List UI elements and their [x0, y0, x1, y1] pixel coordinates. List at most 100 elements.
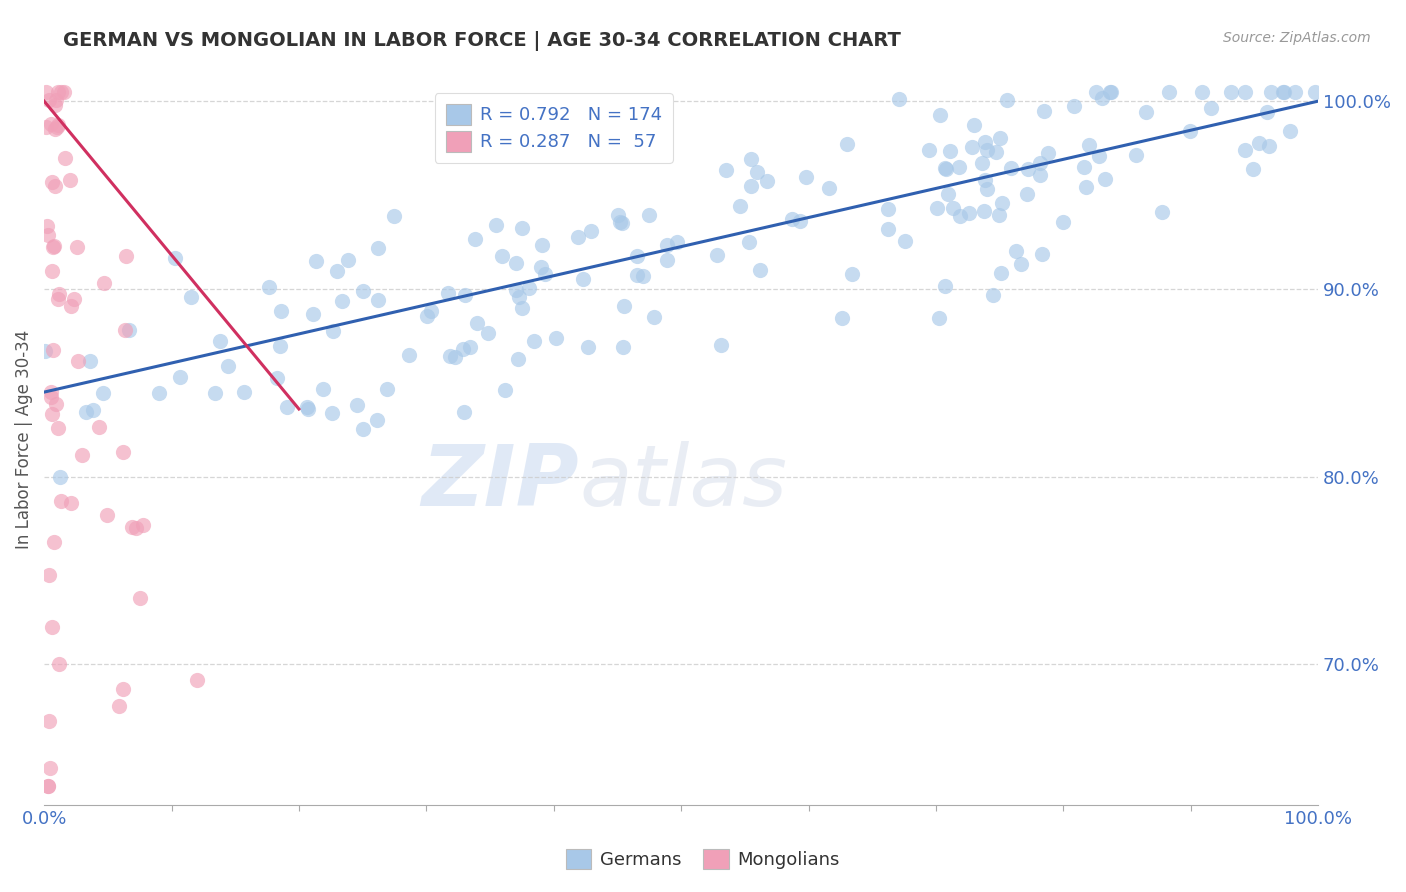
Point — [420, 304, 443, 318]
Legend: R = 0.792   N = 174, R = 0.287   N =  57: R = 0.792 N = 174, R = 0.287 N = 57 — [434, 93, 672, 162]
Point — [612, 341, 634, 355]
Point — [576, 340, 599, 354]
Point — [626, 249, 648, 263]
Point — [889, 92, 911, 106]
Point — [208, 334, 231, 348]
Point — [477, 326, 499, 340]
Point — [981, 288, 1004, 302]
Point — [1150, 205, 1173, 219]
Point — [534, 267, 557, 281]
Point — [45, 396, 67, 410]
Point — [302, 307, 325, 321]
Point — [352, 285, 374, 299]
Point — [217, 359, 239, 373]
Point — [118, 323, 141, 337]
Point — [740, 179, 762, 194]
Point — [44, 179, 66, 194]
Point — [1084, 85, 1107, 99]
Point — [367, 241, 389, 255]
Point — [567, 230, 589, 244]
Point — [415, 309, 437, 323]
Point — [59, 173, 82, 187]
Point — [375, 382, 398, 396]
Point — [352, 422, 374, 436]
Point — [818, 181, 841, 195]
Point — [976, 182, 998, 196]
Point — [46, 118, 69, 132]
Point — [269, 338, 291, 352]
Point — [233, 385, 256, 400]
Point — [1199, 101, 1222, 115]
Point — [38, 93, 60, 107]
Point — [929, 108, 952, 122]
Point — [607, 208, 630, 222]
Point — [48, 287, 70, 301]
Point — [1157, 85, 1180, 99]
Point — [46, 421, 69, 435]
Point — [572, 272, 595, 286]
Point — [322, 324, 344, 338]
Point — [204, 386, 226, 401]
Point — [1076, 180, 1098, 194]
Point — [1028, 168, 1050, 182]
Point — [794, 169, 817, 184]
Point — [934, 279, 956, 293]
Point — [1233, 143, 1256, 157]
Point — [990, 196, 1012, 211]
Point — [988, 130, 1011, 145]
Point — [1098, 85, 1121, 99]
Point — [337, 252, 360, 267]
Point — [49, 493, 72, 508]
Point — [52, 85, 75, 99]
Point — [1247, 136, 1270, 150]
Point — [46, 120, 69, 134]
Point — [312, 382, 335, 396]
Point — [1219, 85, 1241, 99]
Point — [519, 281, 541, 295]
Point — [367, 293, 389, 308]
Point — [1135, 105, 1157, 120]
Point — [638, 208, 661, 222]
Point — [91, 386, 114, 401]
Point — [42, 240, 65, 254]
Point — [34, 343, 56, 358]
Point — [82, 403, 104, 417]
Point — [1178, 124, 1201, 138]
Point — [1073, 161, 1095, 175]
Point — [1000, 161, 1022, 175]
Point — [936, 187, 959, 202]
Point — [643, 310, 665, 324]
Point — [494, 383, 516, 397]
Point — [114, 323, 136, 337]
Point — [491, 249, 513, 263]
Point — [321, 406, 343, 420]
Point — [1005, 244, 1028, 259]
Text: Source: ZipAtlas.com: Source: ZipAtlas.com — [1223, 31, 1371, 45]
Point — [38, 568, 60, 582]
Point — [114, 249, 136, 263]
Point — [714, 163, 737, 178]
Point — [738, 235, 761, 249]
Point — [325, 264, 347, 278]
Point — [485, 218, 508, 232]
Point — [609, 215, 631, 229]
Point — [841, 267, 863, 281]
Text: GERMAN VS MONGOLIAN IN LABOR FORCE | AGE 30-34 CORRELATION CHART: GERMAN VS MONGOLIAN IN LABOR FORCE | AGE… — [63, 31, 901, 51]
Point — [835, 137, 858, 152]
Point — [1094, 172, 1116, 186]
Point — [1031, 246, 1053, 260]
Point — [935, 162, 957, 177]
Point — [631, 132, 654, 146]
Point — [789, 213, 811, 227]
Point — [169, 370, 191, 384]
Point — [973, 135, 995, 149]
Point — [451, 343, 474, 357]
Point — [510, 301, 533, 315]
Point — [523, 334, 546, 348]
Point — [531, 238, 554, 252]
Point — [1303, 85, 1326, 99]
Y-axis label: In Labor Force | Age 30-34: In Labor Force | Age 30-34 — [15, 329, 32, 549]
Text: atlas: atlas — [579, 442, 787, 524]
Point — [612, 299, 634, 313]
Point — [973, 173, 995, 187]
